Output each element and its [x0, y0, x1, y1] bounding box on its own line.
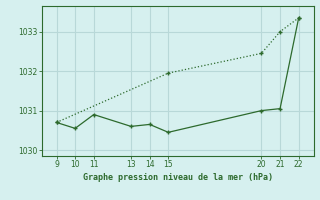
- X-axis label: Graphe pression niveau de la mer (hPa): Graphe pression niveau de la mer (hPa): [83, 173, 273, 182]
